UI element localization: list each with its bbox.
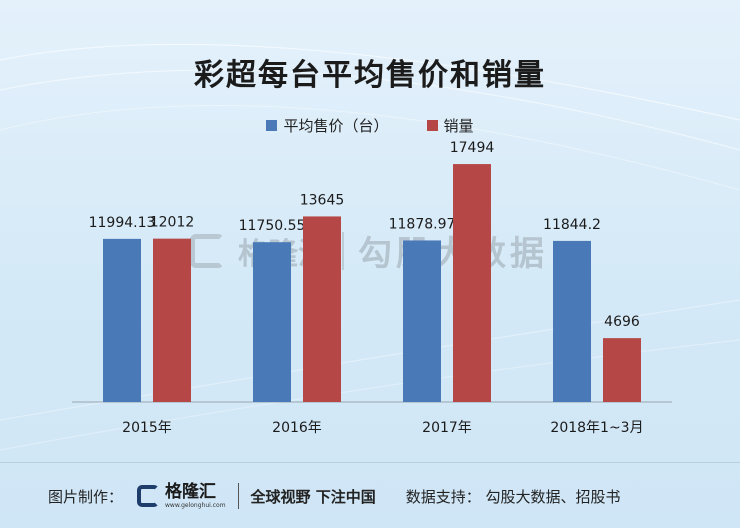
x-tick-label-2: 2017年: [422, 420, 472, 436]
data-label-sales-3: 4696: [604, 314, 640, 330]
data-label-price-1: 11750.55: [239, 218, 306, 234]
data-label-sales-2: 17494: [450, 140, 495, 156]
bar-sales-1: [303, 216, 341, 402]
footer-url: www.gelonghui.com: [165, 501, 226, 509]
footer-label: 图片制作：: [48, 487, 124, 506]
bar-price-0: [103, 238, 141, 402]
footer-slogan: 全球视野 下注中国: [250, 487, 376, 506]
footer-brand-block: 格隆汇 www.gelonghui.com: [165, 481, 226, 509]
legend: 平均售价（台） 销量: [0, 115, 740, 136]
footer: 图片制作： 格隆汇 www.gelonghui.com 全球视野 下注中国 数据…: [0, 462, 740, 528]
legend-label-sales: 销量: [443, 117, 474, 135]
watermark-divider: [342, 231, 344, 270]
bar-price-1: [253, 242, 291, 402]
data-label-price-0: 11994.13: [89, 215, 156, 231]
bar-price-2: [403, 240, 441, 402]
chart-title: 彩超每台平均售价和销量: [194, 58, 546, 93]
data-label-price-2: 11878.97: [389, 216, 456, 232]
bar-sales-2: [453, 164, 491, 402]
x-tick-label-0: 2015年: [122, 420, 172, 436]
bar-sales-3: [603, 338, 641, 402]
bar-price-3: [553, 240, 591, 402]
legend-item-price: 平均售价（台）: [266, 115, 389, 136]
footer-source: 数据支持： 勾股大数据、招股书: [405, 487, 621, 506]
legend-swatch-sales: [426, 120, 438, 131]
watermark-logo-icon: [190, 233, 224, 268]
legend-item-sales: 销量: [426, 115, 474, 136]
bar-sales-0: [153, 238, 191, 402]
data-label-sales-1: 13645: [300, 192, 345, 208]
x-tick-label-1: 2016年: [272, 420, 322, 436]
footer-divider: [237, 483, 239, 509]
gelonghui-logo-icon: [137, 485, 160, 507]
data-label-sales-0: 12012: [150, 215, 195, 231]
footer-brand: 格隆汇: [165, 481, 217, 502]
data-label-price-3: 11844.2: [543, 217, 601, 233]
legend-swatch-price: [266, 120, 278, 131]
watermark-text: 勾股大数据: [358, 226, 548, 275]
legend-label-price: 平均售价（台）: [283, 117, 389, 135]
x-tick-label-3: 2018年1~3月: [550, 420, 643, 436]
